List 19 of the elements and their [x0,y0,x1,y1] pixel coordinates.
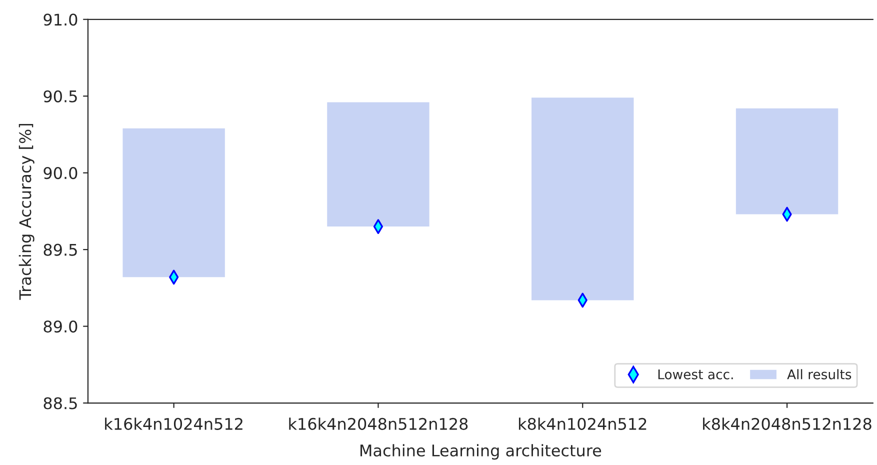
x-axis-title: Machine Learning architecture [360,444,602,460]
bar [736,108,838,214]
x-tick-label: k8k4n1024n512 [518,418,646,430]
x-tick-label: k16k4n1024n512 [105,418,242,430]
y-tick-label: 89.0 [44,320,78,333]
x-tick-label: k8k4n2048n512n128 [703,418,872,430]
x-tick-label: k16k4n2048n512n128 [289,418,468,430]
y-tick-label: 90.5 [44,90,77,102]
bar [532,98,634,300]
bar [122,128,225,278]
y-tick-label: 90.0 [44,167,78,180]
y-tick-label: 88.5 [44,397,77,410]
legend-label: Lowest acc. [658,370,733,380]
y-tick-label: 91.0 [44,14,78,26]
y-tick-label: 89.5 [44,244,77,256]
point [373,219,384,234]
bar [327,102,430,227]
legend-label: All results [787,369,852,380]
y-axis-title: Tracking Accuracy [%] [18,124,34,300]
